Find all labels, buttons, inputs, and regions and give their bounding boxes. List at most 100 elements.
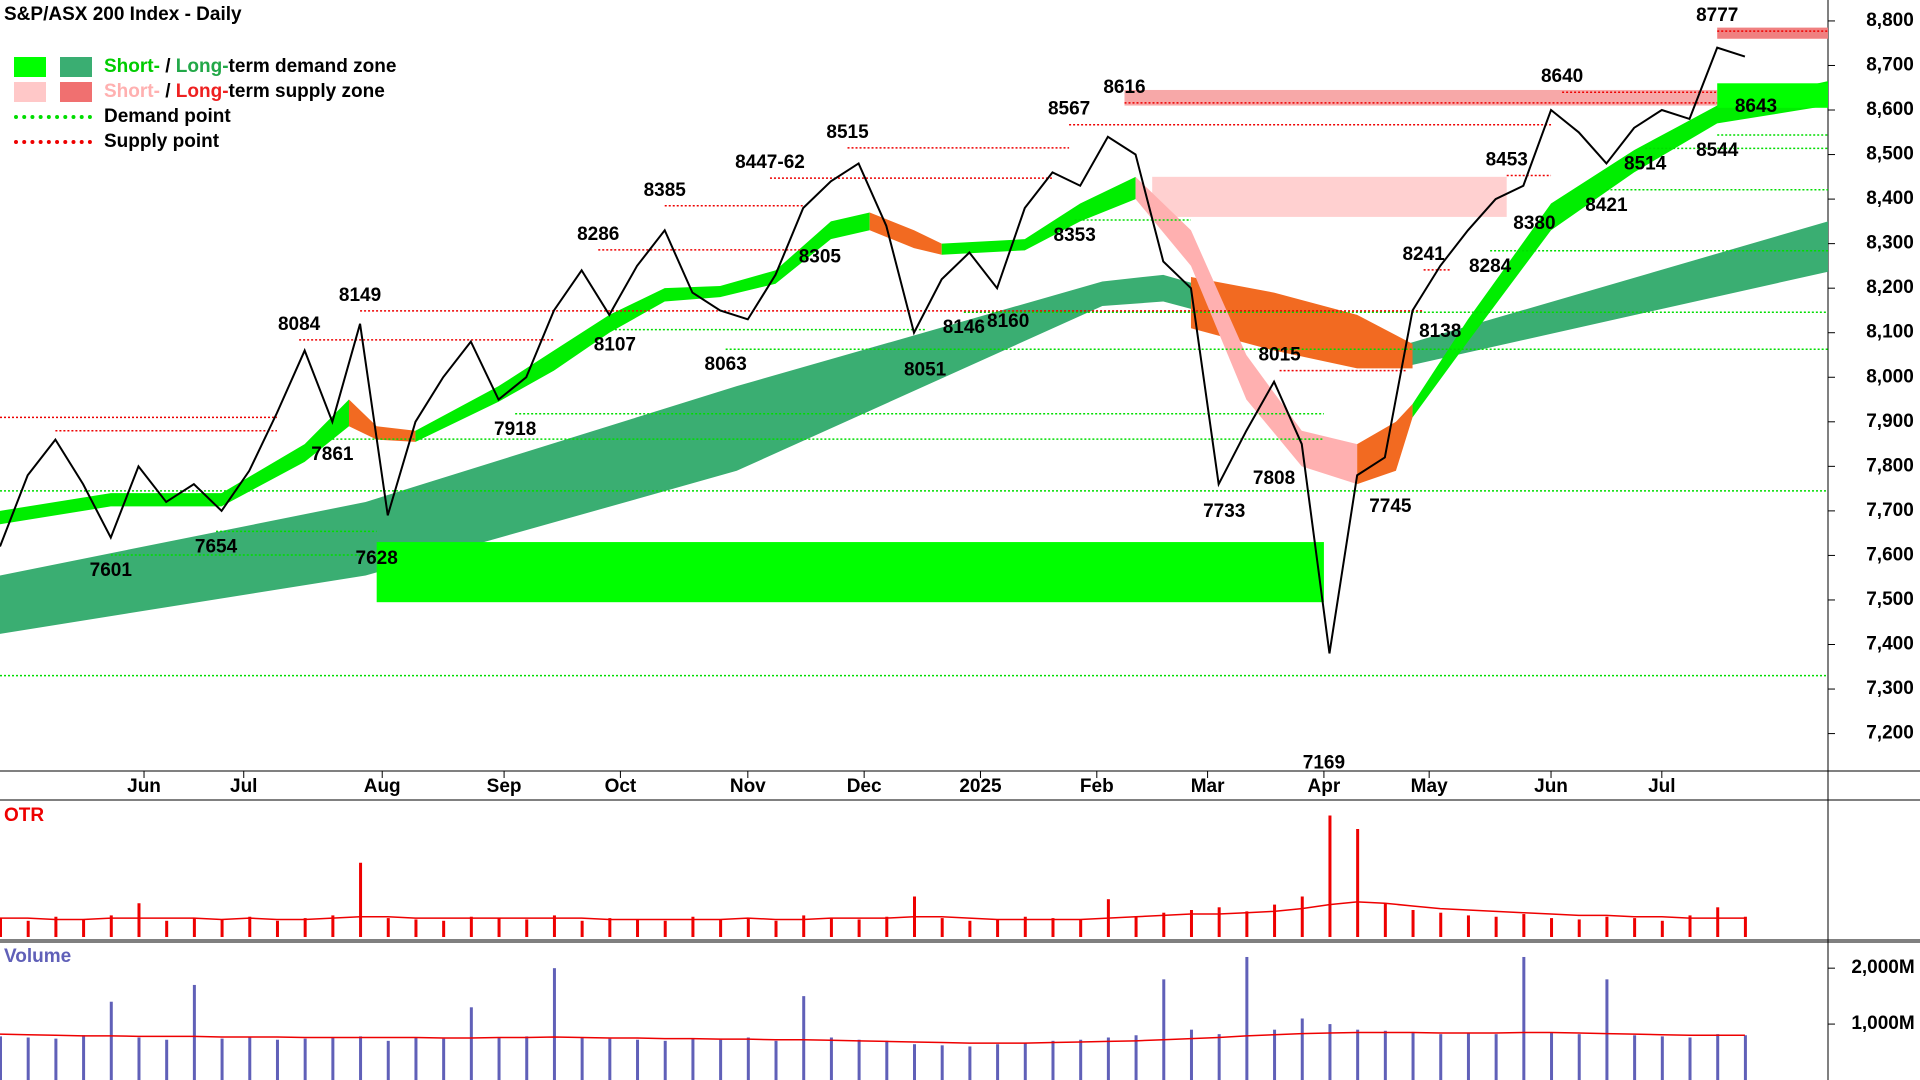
- legend-text: /: [159, 55, 176, 77]
- price-label: 8515: [826, 122, 869, 143]
- otr-bar: [857, 919, 861, 937]
- otr-bar: [1245, 911, 1249, 937]
- volume-bar: [1356, 1029, 1360, 1080]
- volume-bar: [1273, 1029, 1277, 1080]
- price-label: 8149: [339, 285, 381, 306]
- volume-bar: [220, 1038, 224, 1080]
- y-tick-label: 8,600: [1866, 99, 1914, 120]
- otr-bar: [386, 918, 390, 937]
- y-tick-label: 7,300: [1866, 678, 1914, 699]
- legend-text: term supply zone: [228, 80, 385, 102]
- otr-bar: [303, 918, 307, 937]
- panel-label: Volume: [4, 946, 71, 967]
- volume-bar: [1688, 1037, 1692, 1080]
- otr-bar: [940, 918, 944, 937]
- price-label: 8138: [1419, 321, 1461, 342]
- legend-item: Demand point: [14, 104, 396, 129]
- otr-bar: [719, 919, 723, 937]
- price-label: 8160: [987, 311, 1029, 332]
- otr-bar: [359, 862, 363, 937]
- price-label: 8241: [1402, 244, 1445, 265]
- x-tick-label: Sep: [487, 776, 522, 797]
- otr-bar: [1189, 910, 1193, 937]
- volume-bar: [580, 1037, 584, 1080]
- price-label: 8567: [1048, 99, 1090, 120]
- volume-bar: [857, 1039, 861, 1080]
- otr-bar: [1273, 904, 1277, 937]
- volume-bar: [82, 1035, 86, 1080]
- volume-bar: [1743, 1035, 1747, 1080]
- volume-bar: [26, 1037, 30, 1080]
- y-tick-label: 8,300: [1866, 233, 1914, 254]
- volume-bar: [525, 1036, 529, 1080]
- volume-bar: [303, 1038, 307, 1080]
- volume-bar: [1577, 1034, 1581, 1080]
- otr-bar: [1051, 918, 1055, 937]
- legend-item: Short- / Long-term demand zone: [14, 54, 396, 79]
- volume-bar: [1051, 1040, 1055, 1080]
- otr-bar: [636, 919, 640, 937]
- otr-average: [0, 901, 1745, 921]
- chart-title: S&P/ASX 200 Index - Daily: [4, 4, 242, 25]
- zone: [1124, 89, 1718, 106]
- legend-text: Demand point: [104, 105, 231, 127]
- volume-bar: [552, 968, 556, 1080]
- otr-bar: [1411, 910, 1415, 937]
- volume-bar: [414, 1037, 418, 1080]
- otr-bar: [54, 916, 58, 937]
- volume-bar: [940, 1045, 944, 1080]
- otr-bar: [1439, 912, 1443, 937]
- volume-bar: [1633, 1035, 1637, 1080]
- x-tick-label: May: [1411, 776, 1448, 797]
- volume-bar: [968, 1046, 972, 1080]
- y-tick-label: 7,500: [1866, 589, 1914, 610]
- volume-bar: [1328, 1024, 1332, 1080]
- volume-bar: [442, 1038, 446, 1080]
- price-label: 7745: [1369, 496, 1412, 517]
- band: [1357, 403, 1413, 485]
- volume-bar: [913, 1044, 916, 1080]
- otr-bar: [414, 919, 418, 937]
- band: [348, 399, 416, 442]
- legend-text: Long-: [175, 80, 229, 102]
- zone: [376, 542, 1324, 603]
- otr-bar: [1023, 916, 1027, 937]
- otr-bar: [580, 920, 584, 937]
- y-tick-label: 7,600: [1866, 544, 1914, 565]
- otr-bar: [746, 918, 750, 937]
- otr-bar: [1300, 896, 1304, 937]
- volume-bar: [1162, 979, 1166, 1080]
- volume-bar: [1300, 1018, 1304, 1080]
- otr-bar: [996, 919, 1000, 937]
- y-tick-label: 7,800: [1866, 455, 1914, 476]
- legend-text: /: [159, 80, 176, 102]
- otr-bar: [1134, 916, 1138, 937]
- otr-bar: [774, 920, 778, 937]
- x-tick-label: 2025: [959, 776, 1002, 797]
- x-tick-label: Mar: [1191, 776, 1225, 797]
- price-label: 8305: [799, 246, 842, 267]
- band: [415, 212, 870, 442]
- otr-bar: [248, 916, 252, 937]
- price-label: 8616: [1103, 77, 1145, 98]
- volume-bar: [137, 1037, 141, 1080]
- volume-bar: [1106, 1037, 1110, 1080]
- volume-bar: [1605, 979, 1609, 1080]
- otr-bar: [0, 918, 2, 937]
- price-label: 7918: [494, 419, 536, 440]
- band: [941, 176, 1136, 255]
- volume-bar: [54, 1038, 58, 1080]
- y-tick-label: 7,400: [1866, 634, 1914, 655]
- price-label: 8380: [1513, 213, 1555, 234]
- volume-bar: [359, 1036, 363, 1080]
- otr-bar: [109, 915, 113, 937]
- volume-bar: [746, 1037, 750, 1080]
- price-label: 8777: [1696, 5, 1738, 26]
- volume-bar: [386, 1040, 390, 1080]
- price-label: 7808: [1253, 468, 1295, 489]
- volume-bar: [1217, 1034, 1221, 1080]
- volume-bar: [663, 1040, 667, 1080]
- volume-bar: [1383, 1030, 1387, 1080]
- volume-bar: [331, 1037, 335, 1080]
- otr-bar: [1466, 915, 1470, 937]
